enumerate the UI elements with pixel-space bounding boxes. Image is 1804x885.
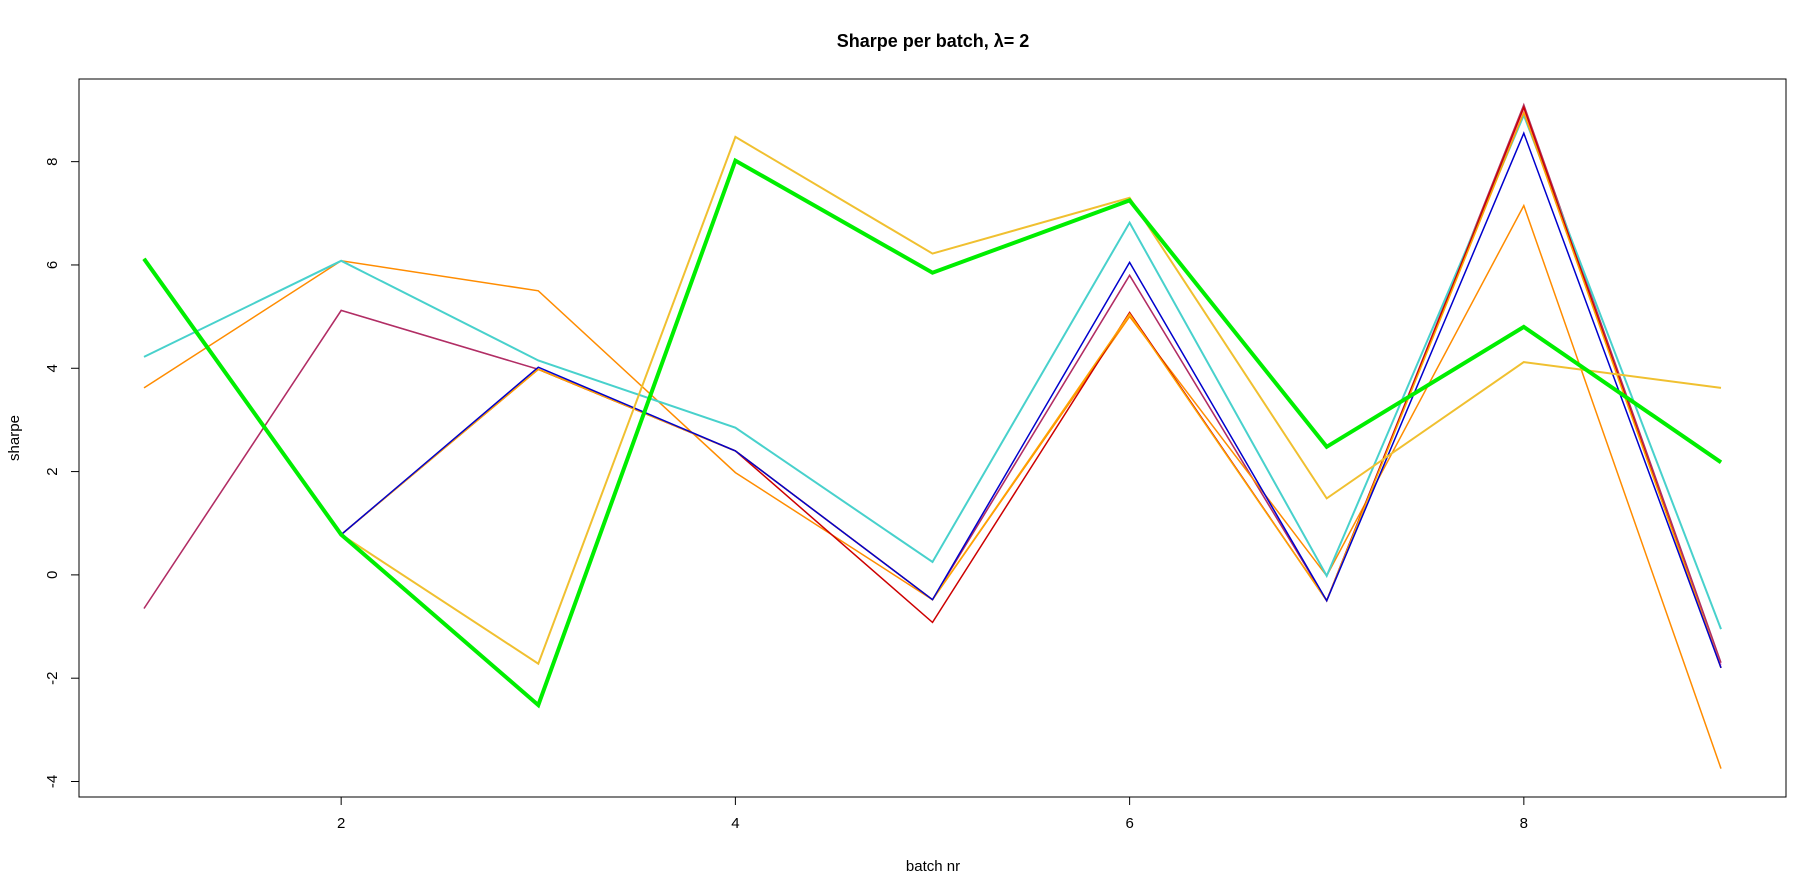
series-line-5 <box>143 159 1722 707</box>
series-line-10 <box>142 157 1723 709</box>
y-axis: -4 -2 0 2 4 6 8 <box>44 157 79 788</box>
series-line-6 <box>143 105 1722 669</box>
x-tick-label: 6 <box>1125 815 1133 832</box>
chart-title: Sharpe per batch, λ= 2 <box>837 31 1030 51</box>
y-tick-label: 4 <box>44 364 61 372</box>
x-tick-label: 8 <box>1520 815 1528 832</box>
y-axis-label: sharpe <box>6 415 23 461</box>
y-tick-label: 2 <box>44 467 61 475</box>
y-tick-label: -4 <box>44 775 61 788</box>
x-tick-label: 4 <box>731 815 739 832</box>
y-tick-label: -2 <box>44 672 61 685</box>
x-tick-label: 2 <box>337 815 345 832</box>
y-tick-label: 0 <box>44 571 61 579</box>
series-line-3 <box>143 203 1722 769</box>
series-line-4 <box>143 112 1722 630</box>
plot-frame <box>78 78 1787 798</box>
series-line-2 <box>143 102 1722 663</box>
x-axis-label: batch nr <box>906 858 960 875</box>
x-axis: 2 4 6 8 <box>337 797 1528 832</box>
series-line-9 <box>143 135 1722 666</box>
y-tick-label: 8 <box>44 157 61 165</box>
series-line-8 <box>143 131 1722 669</box>
y-tick-label: 6 <box>44 261 61 269</box>
series-line-1 <box>143 107 1722 666</box>
series-layer <box>142 102 1723 769</box>
